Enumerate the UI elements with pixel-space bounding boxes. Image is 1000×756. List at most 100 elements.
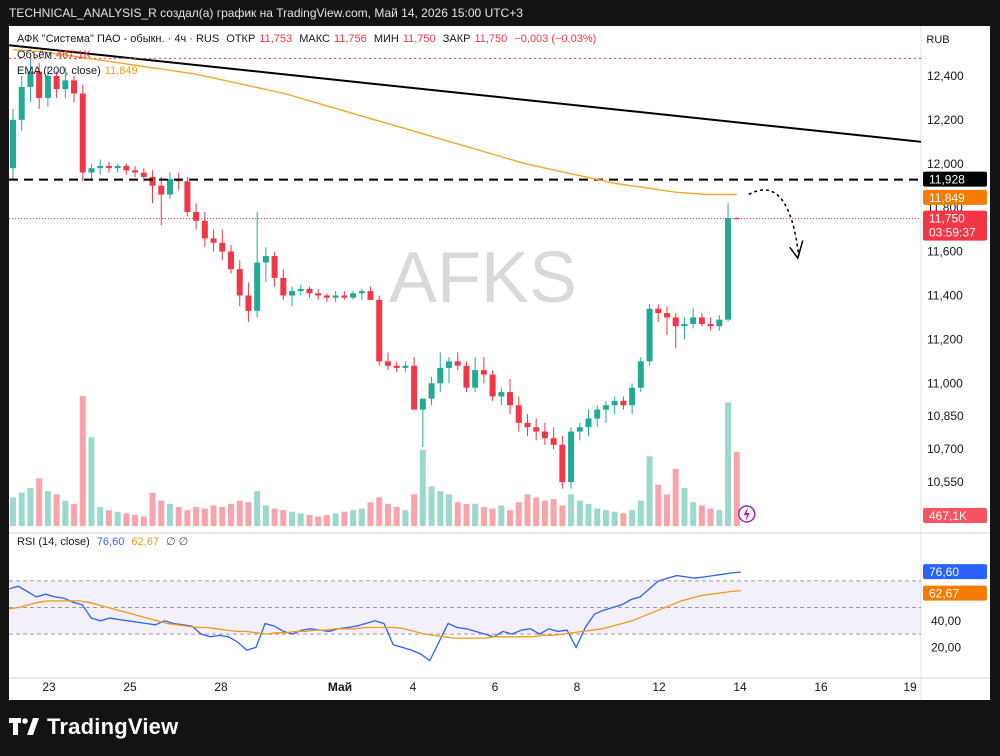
open-label: ОТКР [226, 33, 256, 45]
candle-body [289, 291, 296, 296]
volume-bar [97, 506, 104, 526]
volume-bar [44, 491, 51, 526]
candle-body [707, 324, 714, 327]
candle-body [184, 181, 191, 213]
ema-price-badge: 11,849 [929, 191, 965, 205]
volume-bar [71, 503, 78, 526]
rsi-ma-badge: 62,67 [929, 587, 959, 601]
candle-body [393, 365, 400, 368]
volume-bar [541, 500, 548, 526]
price-tick-label: 11,200 [927, 332, 963, 346]
candle-body [79, 93, 86, 173]
price-tick-label: 11,600 [927, 245, 963, 259]
volume-value: 467,1K [56, 49, 91, 61]
candle-body [193, 212, 200, 221]
volume-bar [315, 516, 322, 526]
candle-body [341, 295, 348, 298]
candle-body [210, 238, 217, 243]
candle-body [454, 361, 461, 366]
candle-body [358, 291, 365, 294]
candle-body [576, 427, 583, 432]
volume-bar [629, 510, 636, 526]
level-price-badge-bg [923, 171, 987, 187]
volume-bar [681, 487, 688, 526]
volume-bar [140, 516, 147, 526]
volume-bar [698, 505, 705, 526]
rsi-ma-value: 62,67 [131, 536, 159, 548]
time-tick-label: 19 [903, 680, 917, 694]
volume-bar [219, 506, 226, 526]
volume-bar [36, 478, 43, 526]
volume-legend[interactable]: Объём 467,1K [17, 49, 95, 61]
volume-bar [332, 513, 339, 526]
candle-body [428, 383, 435, 399]
volume-bar [690, 502, 697, 526]
candle-body [541, 431, 548, 439]
symbol-watermark: AFKS [389, 238, 577, 318]
ema-legend[interactable]: EMA (200, close) 11,849 [17, 65, 142, 77]
volume-bar [88, 437, 95, 526]
tradingview-logo[interactable]: TradingView [9, 712, 178, 742]
volume-bar [236, 500, 243, 526]
volume-bar [437, 491, 444, 526]
volume-bar [637, 500, 644, 526]
candle-body [402, 365, 409, 368]
volume-bar [428, 486, 435, 526]
candle-body [262, 255, 269, 263]
volume-bar [524, 494, 531, 526]
volume-bar [10, 497, 16, 526]
volume-bar [568, 494, 575, 526]
candle-body [315, 293, 322, 296]
candle-body [27, 71, 34, 87]
candle-body [637, 361, 644, 388]
close-value: 11,750 [474, 33, 508, 45]
rsi-line [9, 571, 741, 662]
change-value: −0,003 (−0,03%) [514, 33, 597, 45]
rsi-legend[interactable]: RSI (14, close) 76,60 62,67 ∅ ∅ [17, 535, 192, 548]
volume-bar [280, 510, 287, 526]
time-tick-label: 25 [123, 680, 137, 694]
volume-bar [245, 502, 252, 526]
volume-bar [193, 506, 200, 526]
candle-body [350, 293, 357, 298]
volume-bar [210, 505, 217, 526]
candle-body [228, 251, 234, 270]
price-tick-label: 10,850 [927, 409, 964, 423]
candle-body [507, 392, 514, 406]
candle-body [602, 405, 609, 410]
high-value: 11,756 [333, 33, 367, 45]
volume-bar [620, 513, 627, 526]
candle-body [140, 172, 147, 177]
price-tick-label: 10,700 [927, 442, 964, 456]
candle-body [568, 431, 575, 483]
rsi-na-values: ∅ ∅ [166, 536, 189, 548]
currency-label[interactable]: RUB [926, 34, 950, 46]
rsi-label: RSI (14, close) [17, 536, 90, 548]
candle-body [149, 176, 156, 186]
chart-frame[interactable]: AFKS 12,400 12,200 12,000 11,800 11,600 11,40… [9, 26, 990, 700]
volume-bar [384, 503, 391, 526]
candle-body [97, 165, 104, 169]
volume-bar [62, 500, 69, 526]
candle-body [332, 295, 339, 298]
candle-body [71, 80, 78, 94]
volume-bar [550, 499, 557, 526]
volume-bar [79, 396, 86, 526]
candle-body [158, 185, 165, 195]
candle-body [376, 299, 383, 362]
price-tick-label: 11,000 [927, 376, 963, 390]
price-tick-label: 11,400 [927, 288, 963, 302]
volume-bar [611, 511, 618, 526]
descending-trendline [9, 44, 922, 143]
candle-body [681, 324, 688, 327]
last-price-badge-bg [923, 210, 987, 241]
symbol-name[interactable]: АФК "Система" ПАО - обыкн. · 4ч · RUS [17, 33, 220, 45]
chart-canvas[interactable]: AFKS 12,40012,20012,00011,80011,60011,40… [9, 26, 990, 700]
candle-body [245, 295, 252, 311]
candle-body [166, 179, 173, 195]
rsi-value: 76,60 [96, 536, 125, 548]
candle-body [437, 367, 444, 384]
candle-body [132, 170, 139, 173]
volume-bar [105, 510, 112, 526]
volume-bar [498, 505, 505, 526]
